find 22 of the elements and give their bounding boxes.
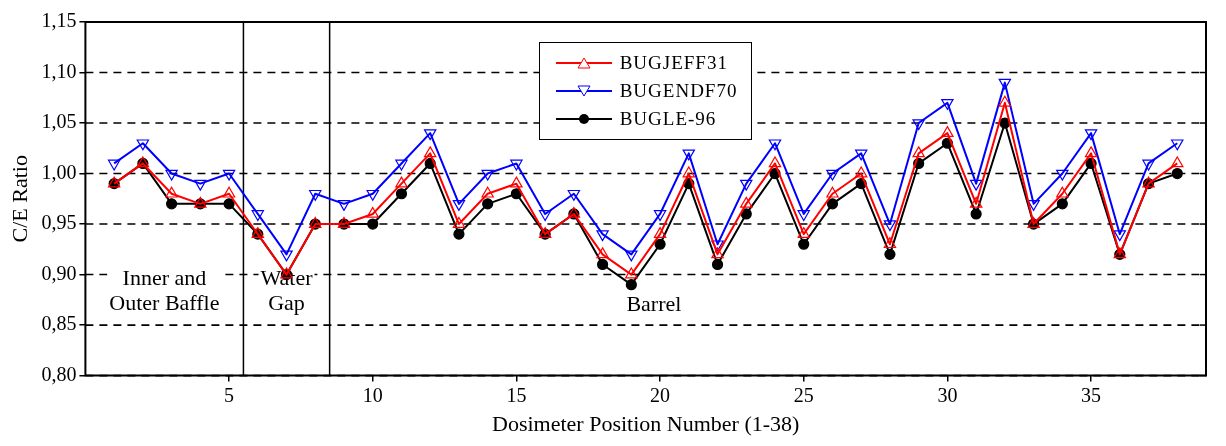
y-tick-label: 1,00 xyxy=(41,160,77,183)
y-tick-label: 1,05 xyxy=(41,110,77,133)
x-tick-label: 30 xyxy=(937,383,958,406)
y-tick-label: 0,80 xyxy=(41,362,77,385)
y-tick-label: 1,10 xyxy=(41,59,77,82)
legend-label: BUGENDF70 xyxy=(619,80,738,102)
y-axis-title: C/E Ratio xyxy=(6,155,32,243)
x-axis-title: Dosimeter Position Number (1-38) xyxy=(492,410,800,436)
annotation: Barrel xyxy=(626,291,682,317)
x-tick-label: 10 xyxy=(362,383,383,406)
y-tick-label: 0,90 xyxy=(41,261,77,284)
y-tick-label: 0,85 xyxy=(41,312,77,335)
x-tick-label: 25 xyxy=(793,383,814,406)
x-tick-label: 35 xyxy=(1081,383,1102,406)
x-tick-label: 20 xyxy=(650,383,671,406)
legend-label: BUGLE-96 xyxy=(619,108,717,130)
annotation: Inner and Outer Baffle xyxy=(109,264,220,315)
x-tick-label: 5 xyxy=(224,383,235,406)
x-tick-label: 15 xyxy=(506,383,527,406)
y-tick-label: 0,95 xyxy=(41,211,77,234)
legend-label: BUGJEFF31 xyxy=(619,52,728,74)
y-tick-label: 1,15 xyxy=(41,9,77,32)
